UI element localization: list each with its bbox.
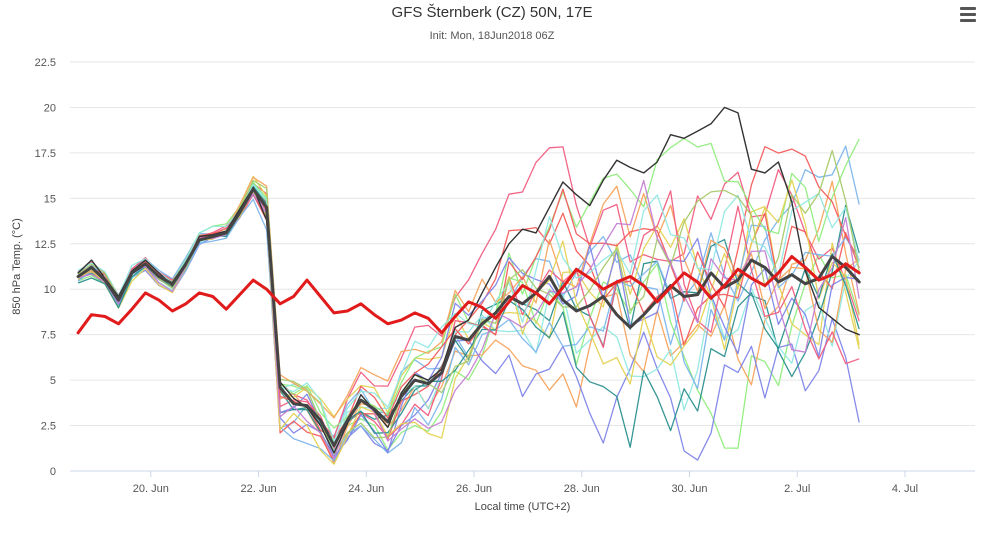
ensemble-member-line	[77, 198, 860, 462]
y-axis-title: 850 hPa Temp. (°C)	[11, 218, 23, 315]
climatology-series-line	[76, 255, 861, 335]
mean-series-line	[76, 187, 861, 448]
y-tick-label: 5	[50, 375, 56, 387]
y-tick-label: 15	[44, 193, 56, 205]
x-tick-label: 28. Jun	[564, 483, 600, 495]
control-series-line	[77, 106, 860, 454]
y-tick-label: 10	[44, 284, 56, 296]
y-tick-label: 7.5	[41, 330, 56, 342]
y-tick-label: 12.5	[35, 239, 56, 251]
main-series	[76, 106, 861, 454]
axes: 0 2.5 5 7.5 10 12.5 15 17.5 20 22.5 20. Jun 22. Jun…	[35, 57, 975, 495]
x-tick-label: 22. Jun	[240, 483, 276, 495]
ensemble-member-line	[77, 183, 860, 442]
chart-title: GFS Šternberk (CZ) 50N, 17E	[391, 4, 593, 21]
x-tick-label: 26. Jun	[456, 483, 492, 495]
x-tick-label: 20. Jun	[133, 483, 169, 495]
x-tick-label: 2. Jul	[784, 483, 810, 495]
menu-bar-line	[960, 13, 976, 16]
y-tick-label: 0	[50, 466, 56, 478]
x-tick-label: 4. Jul	[892, 483, 918, 495]
y-tick-label: 17.5	[35, 148, 56, 160]
menu-bar-line	[960, 19, 976, 22]
hamburger-menu-icon[interactable]	[956, 4, 980, 24]
x-tick-label: 30. Jun	[671, 483, 707, 495]
ensemble-member-line	[77, 179, 860, 465]
ensemble-member-line	[77, 146, 860, 439]
x-tick-label: 24. Jun	[348, 483, 384, 495]
menu-bar-line	[960, 7, 976, 10]
chart-subtitle: Init: Mon, 18Jun2018 06Z	[429, 30, 555, 42]
x-axis-title: Local time (UTC+2)	[475, 501, 571, 513]
y-tick-label: 2.5	[41, 421, 56, 433]
y-tick-label: 22.5	[35, 57, 56, 69]
y-tick-label: 20	[44, 102, 56, 114]
